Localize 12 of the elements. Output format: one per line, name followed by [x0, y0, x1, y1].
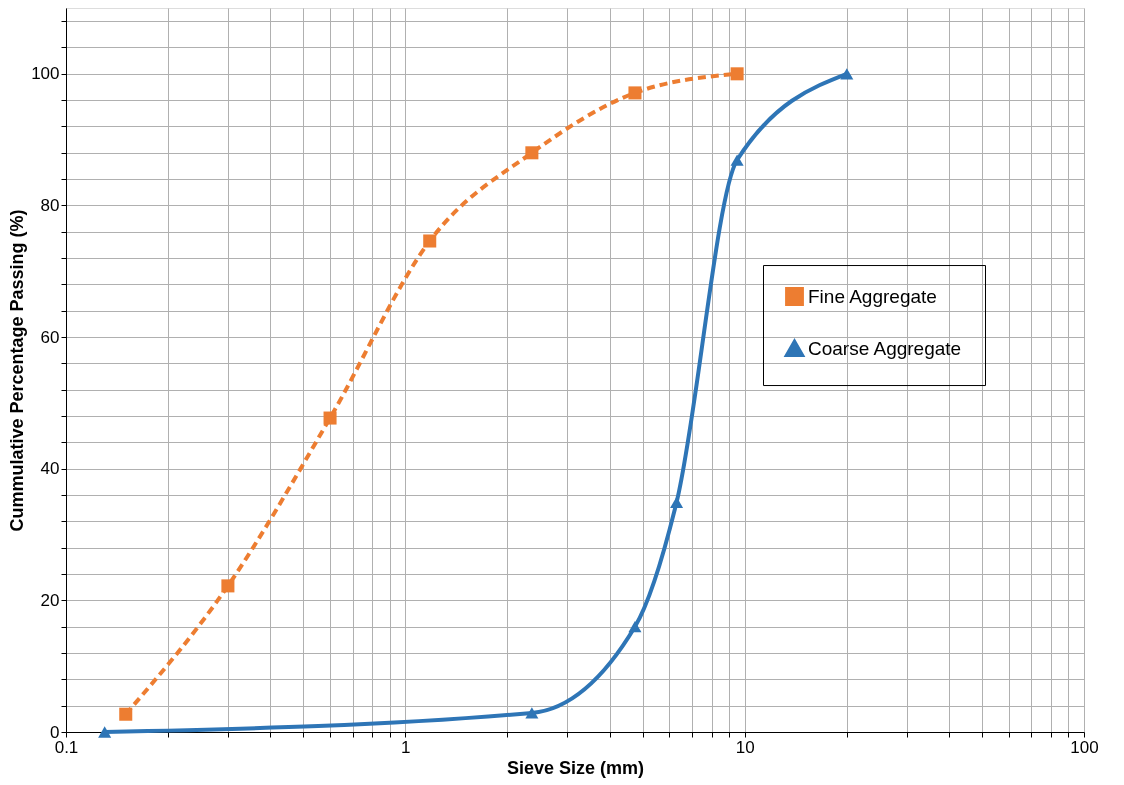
- x-tick-label: 10: [735, 737, 755, 757]
- y-axis-title: Cummulative Percentage Passing (%): [7, 209, 28, 532]
- y-tick-label: 40: [40, 459, 60, 479]
- y-tick-label: 100: [31, 64, 60, 84]
- x-axis-title: Sieve Size (mm): [506, 757, 645, 778]
- x-tick-label: 100: [1070, 737, 1099, 757]
- y-tick-label: 80: [40, 195, 60, 215]
- legend-label: Coarse Aggregate: [808, 337, 962, 359]
- y-tick-label: 20: [40, 590, 60, 610]
- x-tick-label: 1: [401, 737, 411, 757]
- y-tick-label: 60: [40, 327, 60, 347]
- legend-label: Fine Aggregate: [808, 285, 937, 307]
